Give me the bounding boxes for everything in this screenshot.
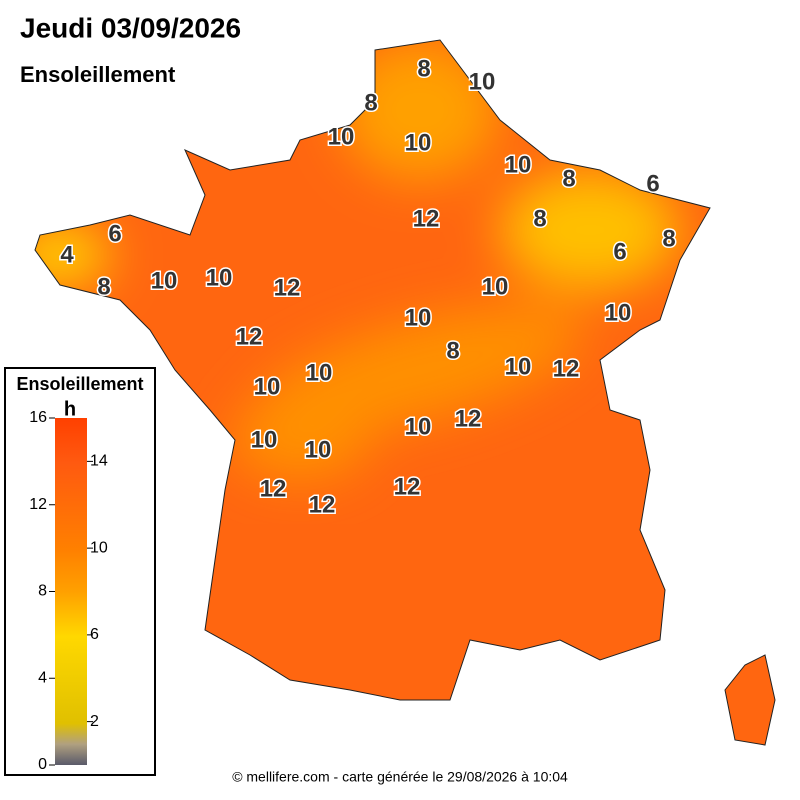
legend-tick-label: 14	[90, 453, 108, 470]
contour-label: 8	[446, 337, 459, 364]
contour-label: 12	[260, 475, 287, 502]
contour-label: 6	[613, 238, 626, 265]
legend-tick-label: 12	[29, 496, 47, 513]
contour-label: 10	[251, 426, 278, 453]
legend-tick-label: 6	[90, 626, 99, 643]
contour-label: 10	[405, 129, 432, 156]
contour-label: 10	[469, 68, 496, 95]
legend-tick-label: 2	[90, 713, 99, 730]
legend-bar	[55, 418, 87, 765]
contour-label: 8	[417, 55, 430, 82]
contour-label: 10	[254, 373, 281, 400]
contour-label: 12	[413, 205, 440, 232]
contour-label: 8	[533, 205, 546, 232]
contour-label: 4	[60, 241, 74, 268]
contour-label: 10	[505, 353, 532, 380]
contour-label: 12	[394, 473, 421, 500]
contour-label: 8	[562, 165, 575, 192]
contour-label: 10	[305, 436, 332, 463]
legend-tick-label: 16	[29, 409, 47, 426]
contour-label: 12	[274, 274, 301, 301]
legend-tick-label: 8	[38, 583, 47, 600]
subtitle: Ensoleillement	[20, 62, 176, 87]
contour-label: 10	[151, 267, 178, 294]
legend-title: Ensoleillement	[16, 374, 143, 394]
contour-label: 12	[236, 323, 263, 350]
contour-label: 10	[306, 359, 333, 386]
contour-label: 10	[482, 273, 509, 300]
legend-tick-label: 4	[38, 669, 47, 686]
contour-label: 10	[405, 413, 432, 440]
contour-label: 6	[108, 220, 121, 247]
contour-label: 12	[553, 355, 580, 382]
contour-label: 8	[662, 225, 675, 252]
contour-label: 8	[364, 89, 377, 116]
title: Jeudi 03/09/2026	[20, 12, 241, 43]
legend-ticks: 0 2 4 6 8 10 12 14 16	[29, 409, 108, 773]
corsica	[724, 654, 776, 746]
contour-label: 8	[97, 273, 110, 300]
contour-label: 10	[505, 151, 532, 178]
contour-label: 10	[605, 299, 632, 326]
contour-label: 10	[328, 123, 355, 150]
contour-label: 12	[455, 405, 482, 432]
contour-label: 10	[206, 264, 233, 291]
footer: © mellifere.com - carte générée le 29/08…	[232, 769, 568, 785]
legend-unit: h	[64, 398, 76, 420]
contour-label: 6	[646, 170, 659, 197]
legend-tick-label: 10	[90, 539, 108, 556]
contour-label: 12	[309, 491, 336, 518]
legend-tick-label: 0	[38, 756, 47, 773]
contour-label: 10	[405, 304, 432, 331]
